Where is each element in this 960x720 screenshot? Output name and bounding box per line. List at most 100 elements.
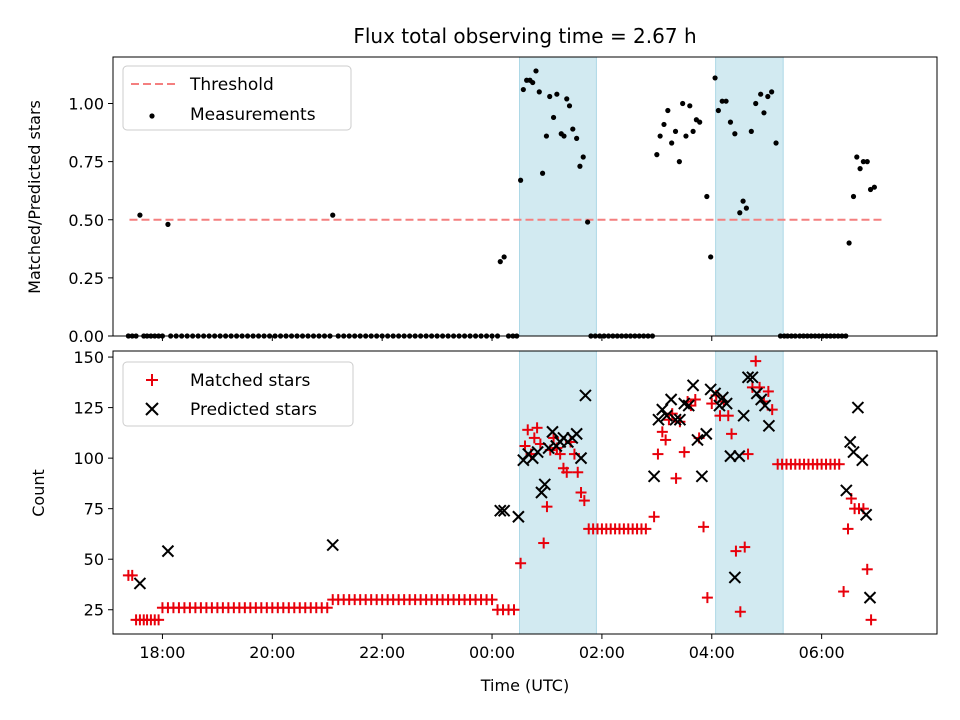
bottom-ytick-label: 125 bbox=[73, 399, 104, 418]
matched-star-point bbox=[321, 602, 333, 614]
matched-star-point bbox=[578, 495, 590, 507]
bottom-axes-frame bbox=[112, 350, 938, 635]
matched-star-point bbox=[730, 545, 742, 557]
measurement-point bbox=[867, 186, 874, 193]
measurement-point bbox=[501, 254, 507, 260]
matched-star-point bbox=[706, 398, 718, 410]
predicted-star-point bbox=[542, 441, 555, 455]
matched-star-point bbox=[678, 446, 690, 458]
matched-star-point bbox=[750, 355, 762, 367]
measurement-point bbox=[554, 91, 560, 97]
predicted-star-point bbox=[851, 401, 865, 414]
predicted-star-point bbox=[664, 393, 678, 406]
predicted-star-point bbox=[535, 486, 548, 499]
measurement-point bbox=[761, 110, 767, 116]
bottom-ytick-label: 50 bbox=[84, 550, 104, 569]
measurement-point bbox=[715, 107, 721, 114]
predicted-star-point bbox=[497, 504, 511, 517]
measurement-point bbox=[577, 163, 583, 169]
predicted-star-point bbox=[863, 591, 877, 604]
measurement-point bbox=[773, 140, 779, 146]
matched-star-point bbox=[742, 448, 754, 460]
matched-star-point bbox=[698, 521, 710, 533]
matched-star-point bbox=[833, 458, 845, 470]
bottom-highlight-span bbox=[715, 350, 784, 635]
matched-star-point bbox=[663, 414, 675, 426]
top-ylabel: Matched/Predicted stars bbox=[25, 100, 44, 294]
top-panel: 0.00 0.25 0.50 0.75 1.00 Matched/Predicted s… bbox=[25, 56, 938, 346]
matched-star-point bbox=[528, 432, 540, 444]
measurement-point bbox=[672, 128, 679, 134]
measurement-point bbox=[753, 100, 759, 107]
predicted-star-point bbox=[512, 510, 525, 523]
predicted-star-point bbox=[750, 387, 764, 400]
matched-star-point bbox=[842, 523, 854, 535]
measurement-point bbox=[520, 86, 526, 93]
predicted-star-point bbox=[708, 387, 722, 400]
measurement-point bbox=[758, 91, 764, 97]
measurement-point bbox=[533, 68, 539, 74]
matched-star-point bbox=[522, 424, 534, 436]
matched-star-point bbox=[538, 537, 550, 549]
predicted-star-point bbox=[546, 425, 559, 439]
predicted-star-point bbox=[720, 397, 733, 410]
matched-star-point bbox=[739, 541, 751, 553]
predicted-star-point bbox=[840, 484, 853, 497]
figure-title: Flux total observing time = 2.67 h bbox=[353, 24, 696, 48]
measurement-point bbox=[697, 119, 703, 125]
matched-star-point bbox=[701, 592, 713, 604]
predicted-star-point bbox=[843, 435, 857, 449]
measurement-point bbox=[683, 133, 689, 139]
predicted-star-point bbox=[758, 399, 772, 412]
measurement-point bbox=[570, 126, 576, 132]
predicted-star-point bbox=[856, 453, 869, 467]
matched-star-point bbox=[572, 466, 584, 478]
bottom-xtick-label: 00:00 bbox=[469, 643, 515, 662]
measurement-point bbox=[748, 128, 754, 134]
measurement-point bbox=[765, 93, 771, 100]
measurement-point bbox=[712, 75, 718, 81]
predicted-star-point bbox=[686, 379, 700, 392]
measurement-point bbox=[727, 119, 734, 125]
measurement-point bbox=[654, 152, 660, 158]
predicted-star-point bbox=[133, 577, 147, 590]
matched-star-point bbox=[656, 426, 668, 438]
measurement-point bbox=[737, 210, 743, 216]
bottom-xlabel: Time (UTC) bbox=[480, 676, 569, 695]
matched-star-point bbox=[734, 606, 746, 618]
matched-star-point bbox=[865, 614, 877, 626]
matched-star-point bbox=[722, 410, 734, 422]
predicted-star-point bbox=[724, 449, 737, 463]
bottom-xtick-label: 20:00 bbox=[249, 643, 295, 662]
legend-predicted-label: Predicted stars bbox=[190, 400, 317, 420]
top-highlight-span bbox=[519, 56, 597, 337]
predicted-star-point bbox=[538, 478, 551, 491]
legend-matched-label: Matched stars bbox=[190, 371, 310, 391]
measurement-point bbox=[687, 103, 693, 109]
measurement-point bbox=[137, 212, 143, 218]
predicted-star-point bbox=[755, 393, 768, 406]
predicted-star-point bbox=[656, 403, 669, 416]
legend-matched-marker bbox=[146, 374, 158, 386]
measurement-point bbox=[543, 133, 550, 139]
measurement-point bbox=[857, 166, 863, 172]
measurement-point bbox=[680, 100, 686, 107]
top-ytick-label: 0.00 bbox=[68, 327, 104, 346]
measurement-point bbox=[661, 121, 667, 128]
bottom-panel: 18:00 20:00 22:00 00:00 02:00 04:00 06:00 25 50 7… bbox=[29, 348, 938, 695]
measurement-point bbox=[580, 154, 586, 160]
predicted-star-point bbox=[737, 409, 750, 422]
predicted-star-point bbox=[713, 399, 726, 412]
predicted-star-point bbox=[326, 538, 339, 552]
matched-star-point bbox=[648, 511, 660, 523]
matched-star-point bbox=[652, 448, 664, 460]
matched-star-point bbox=[640, 523, 652, 535]
measurement-point bbox=[690, 128, 696, 134]
bottom-xtick-label: 02:00 bbox=[579, 643, 625, 662]
measurement-point bbox=[732, 131, 738, 137]
bottom-ytick-label: 150 bbox=[73, 348, 104, 367]
measurement-point bbox=[719, 98, 725, 104]
bottom-xtick-label: 06:00 bbox=[799, 643, 845, 662]
top-legend: Threshold Measurements bbox=[122, 65, 352, 131]
predicted-star-point bbox=[741, 371, 755, 384]
